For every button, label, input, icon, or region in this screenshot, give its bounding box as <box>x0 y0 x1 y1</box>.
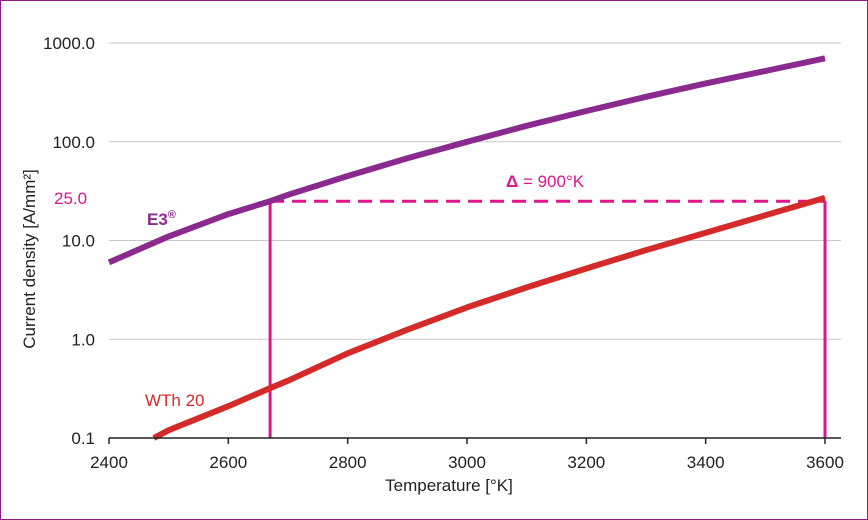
y-tick-label: 10.0 <box>62 232 95 251</box>
y-tick-label: 1000.0 <box>43 34 95 53</box>
x-tick-label: 3400 <box>687 453 725 472</box>
series-label-wth20: WTh 20 <box>145 391 205 410</box>
x-tick-label: 3200 <box>567 453 605 472</box>
y-tick-label: 0.1 <box>71 429 95 448</box>
x-tick-labels: 2400 2600 2800 3000 3200 3400 3600 <box>90 438 844 472</box>
x-tick-label: 3600 <box>806 453 844 472</box>
y-axis-title: Current density [A/mm²] <box>20 169 39 349</box>
y-tick-label: 100.0 <box>52 133 95 152</box>
registered-mark: ® <box>168 209 176 221</box>
x-axis-title: Temperature [°K] <box>385 476 513 495</box>
delta-annotation <box>268 199 827 438</box>
grid-lines <box>109 42 841 340</box>
series-label-e3: E3® <box>147 209 176 229</box>
x-tick-label: 2600 <box>209 453 247 472</box>
x-tick-label: 2400 <box>90 453 128 472</box>
x-tick-label: 2800 <box>329 453 367 472</box>
delta-value: = 900°K <box>518 172 585 191</box>
x-tick-label: 3000 <box>448 453 486 472</box>
annotation-delta-label: Δ = 900°K <box>506 172 585 191</box>
y-tick-label: 1.0 <box>71 330 95 349</box>
series-line-wth20 <box>152 195 826 441</box>
series-line-e3 <box>107 55 826 266</box>
annotation-level-label: 25.0 <box>54 189 87 208</box>
series-label-e3-text: E3 <box>147 210 168 229</box>
y-tick-labels: 0.1 1.0 10.0 100.0 1000.0 <box>43 34 95 448</box>
series-lines <box>107 55 826 441</box>
delta-symbol: Δ <box>506 172 518 191</box>
